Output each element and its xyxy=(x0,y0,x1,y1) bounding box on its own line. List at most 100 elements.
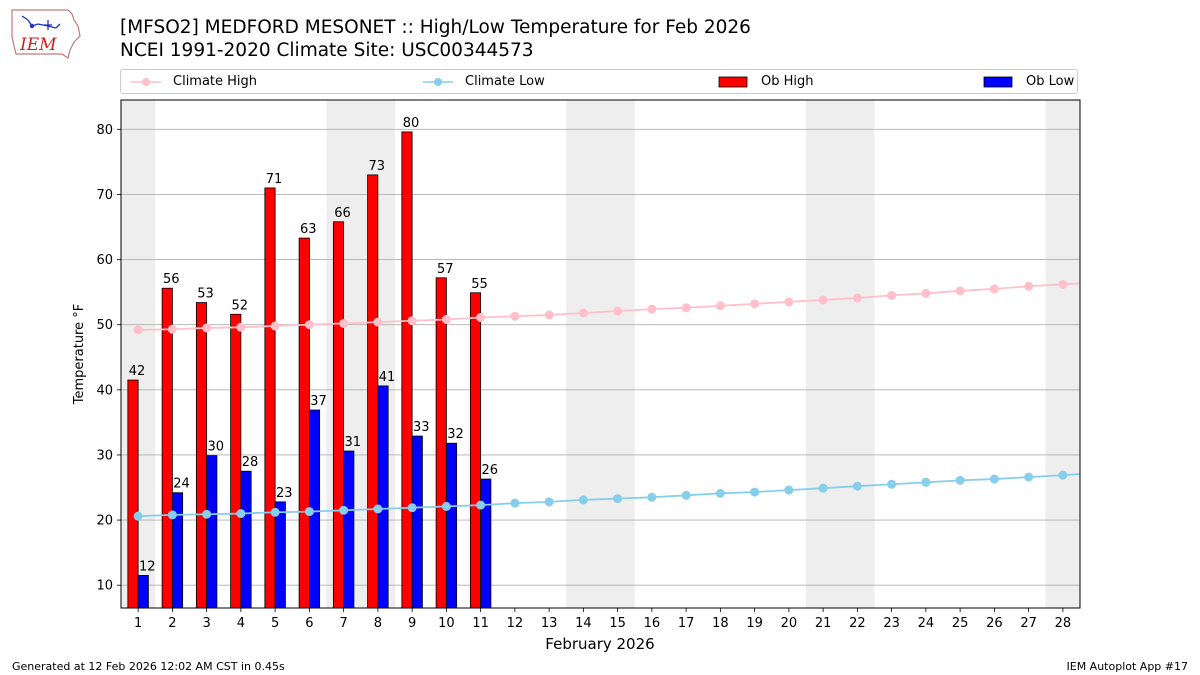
ob-high-value-label: 71 xyxy=(266,172,283,187)
weekend-shade xyxy=(1045,100,1080,608)
ob-low-value-label: 32 xyxy=(447,427,464,442)
ob-high-bar xyxy=(230,313,242,609)
climate-low-point xyxy=(510,498,520,508)
x-tick-label: 22 xyxy=(849,616,866,631)
climate-low-point xyxy=(270,507,280,517)
ob-high-value-label: 52 xyxy=(231,298,248,313)
climate-low-point xyxy=(304,507,314,517)
climate-low-point xyxy=(681,490,691,500)
ob-high-value-label: 42 xyxy=(129,364,146,379)
x-tick-label: 15 xyxy=(609,616,626,631)
climate-high-point xyxy=(167,324,177,334)
ob-low-bar xyxy=(240,470,252,609)
climate-high-point xyxy=(202,323,212,333)
ob-high-value-label: 53 xyxy=(197,287,214,302)
climate-low-point xyxy=(887,479,897,489)
climate-high-point xyxy=(887,290,897,300)
ob-high-bar xyxy=(161,287,173,609)
ob-low-value-label: 33 xyxy=(413,420,430,435)
x-tick-label: 19 xyxy=(746,616,763,631)
x-tick-label: 27 xyxy=(1020,616,1037,631)
ob-high-value-label: 73 xyxy=(368,159,385,174)
y-tick-label: 30 xyxy=(96,448,113,463)
app-credit: IEM Autoplot App #17 xyxy=(1066,660,1189,673)
x-tick-label: 18 xyxy=(712,616,729,631)
ob-high-bar xyxy=(127,379,139,609)
ob-low-value-label: 12 xyxy=(139,559,156,574)
climate-low-point xyxy=(921,477,931,487)
ob-high-bar xyxy=(264,187,276,609)
ob-low-bar xyxy=(480,478,492,609)
x-tick-label: 7 xyxy=(339,616,347,631)
climate-low-point xyxy=(476,500,486,510)
climate-low-point xyxy=(578,495,588,505)
ob-low-bar xyxy=(206,455,218,609)
ob-high-value-label: 56 xyxy=(163,272,180,287)
x-tick-label: 5 xyxy=(271,616,279,631)
y-tick-label: 70 xyxy=(96,188,113,203)
climate-high-point xyxy=(784,297,794,307)
legend: Climate High Climate Low Ob High Ob Low xyxy=(120,69,1078,94)
climate-high-point xyxy=(647,304,657,314)
climate-low-point xyxy=(1058,470,1068,480)
climate-high-point xyxy=(613,306,623,316)
ob-high-bar xyxy=(195,302,208,609)
legend-label: Ob High xyxy=(761,74,814,89)
climate-low-point xyxy=(202,509,212,519)
climate-high-point xyxy=(510,311,520,321)
x-tick-label: 17 xyxy=(678,616,695,631)
climate-low-point xyxy=(715,488,725,498)
x-tick-label: 24 xyxy=(918,616,935,631)
climate-high-point xyxy=(544,310,554,320)
ob-high-bar xyxy=(401,131,413,609)
legend-bar-swatch-icon xyxy=(718,76,748,88)
climate-high-point xyxy=(476,313,486,323)
legend-line-marker-icon xyxy=(423,78,453,86)
climate-high-point xyxy=(133,325,143,335)
climate-low-point xyxy=(852,481,862,491)
x-tick-label: 11 xyxy=(472,616,489,631)
climate-low-point xyxy=(339,505,349,515)
ob-low-value-label: 37 xyxy=(310,394,327,409)
y-tick-label: 60 xyxy=(96,253,113,268)
chart-title: [MFSO2] MEDFORD MESONET :: High/Low Temp… xyxy=(120,17,751,38)
y-tick-label: 50 xyxy=(96,318,113,333)
ob-high-value-label: 66 xyxy=(334,206,351,221)
climate-high-point xyxy=(681,303,691,313)
climate-low-point xyxy=(167,510,177,520)
weekend-shade xyxy=(806,100,875,608)
x-tick-label: 10 xyxy=(438,616,455,631)
ob-low-value-label: 28 xyxy=(242,455,259,470)
weekend-shade xyxy=(566,100,635,608)
ob-low-value-label: 26 xyxy=(481,463,498,478)
x-tick-label: 13 xyxy=(541,616,558,631)
ob-high-bar xyxy=(332,221,345,609)
ob-low-value-label: 41 xyxy=(379,370,396,385)
x-tick-label: 9 xyxy=(408,616,416,631)
climate-high-point xyxy=(407,316,417,326)
x-tick-label: 8 xyxy=(374,616,382,631)
climate-high-point xyxy=(339,318,349,328)
ob-high-value-label: 55 xyxy=(471,277,488,292)
iem-logo: IEM xyxy=(8,6,82,60)
x-tick-label: 12 xyxy=(507,616,524,631)
ob-low-value-label: 30 xyxy=(207,440,224,455)
ob-high-value-label: 63 xyxy=(300,222,317,237)
climate-low-point xyxy=(441,501,451,511)
x-tick-label: 1 xyxy=(134,616,142,631)
climate-low-point xyxy=(613,494,623,504)
climate-high-point xyxy=(818,295,828,305)
climate-high-point xyxy=(270,321,280,331)
x-tick-label: 25 xyxy=(952,616,969,631)
ob-low-bar xyxy=(445,442,458,609)
ob-low-bar xyxy=(171,492,184,609)
climate-low-point xyxy=(784,485,794,495)
climate-low-point xyxy=(955,475,965,485)
ob-low-value-label: 23 xyxy=(276,486,293,501)
climate-high-point xyxy=(750,299,760,309)
x-tick-label: 23 xyxy=(883,616,900,631)
climate-high-point xyxy=(236,322,246,332)
ob-low-bar xyxy=(343,450,355,609)
x-tick-label: 14 xyxy=(575,616,592,631)
climate-high-point xyxy=(441,314,451,324)
